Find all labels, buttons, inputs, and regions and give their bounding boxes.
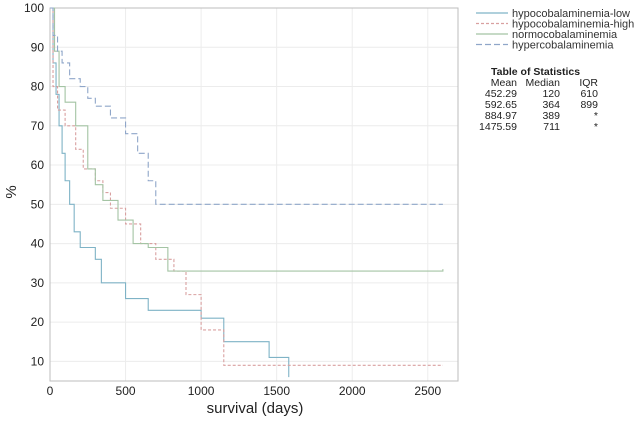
stats-cell: 711 bbox=[543, 121, 560, 133]
y-tick-label: 90 bbox=[31, 40, 45, 54]
y-tick-label: 70 bbox=[31, 119, 45, 133]
stats-cell: * bbox=[594, 110, 598, 122]
x-tick-label: 0 bbox=[47, 384, 54, 398]
stats-cell: * bbox=[594, 121, 598, 133]
stats-cell: 120 bbox=[542, 88, 560, 100]
stats-cell: 452.29 bbox=[485, 88, 517, 100]
y-tick-label: 10 bbox=[31, 354, 45, 368]
y-axis-ticks: 10 20 30 40 50 60 70 80 90 100 bbox=[24, 1, 44, 368]
stats-cell: 610 bbox=[580, 88, 598, 100]
legend-label: hypocobalaminemia-low bbox=[512, 8, 630, 20]
x-axis-ticks: 0 500 1000 1500 2000 2500 bbox=[47, 384, 442, 398]
x-axis-label: survival (days) bbox=[207, 400, 304, 417]
stats-header: IQR bbox=[579, 77, 598, 89]
plot-frame bbox=[49, 7, 459, 382]
x-tick-label: 2500 bbox=[414, 384, 441, 398]
stats-cell: 884.97 bbox=[485, 110, 517, 122]
stats-cell: 364 bbox=[542, 99, 560, 111]
y-tick-label: 40 bbox=[31, 237, 45, 251]
x-tick-label: 1000 bbox=[188, 384, 215, 398]
stats-header: Mean bbox=[491, 77, 517, 89]
stats-cell: 1475.59 bbox=[479, 121, 517, 133]
y-tick-label: 30 bbox=[31, 276, 45, 290]
legend-label: hypocobalaminemia-high bbox=[512, 19, 634, 31]
x-tick-label: 1500 bbox=[263, 384, 290, 398]
legend-label: hypercobalaminemia bbox=[512, 40, 614, 52]
stats-title: Table of Statistics bbox=[491, 66, 580, 78]
x-tick-label: 2000 bbox=[339, 384, 366, 398]
series-line-hypocobalaminemia-low bbox=[50, 7, 290, 378]
stats-cell: 899 bbox=[580, 99, 598, 111]
legend-label: normocobalaminemia bbox=[512, 29, 618, 41]
legend: hypocobalaminemia-lowhypocobalaminemia-h… bbox=[476, 8, 634, 52]
y-tick-label: 80 bbox=[31, 80, 45, 94]
y-tick-label: 20 bbox=[31, 315, 45, 329]
series-line-normocobalaminemia bbox=[50, 7, 444, 272]
stats-header: Median bbox=[526, 77, 561, 89]
series-layer bbox=[50, 7, 444, 378]
series-line-hypocobalaminemia-high bbox=[50, 7, 443, 366]
y-tick-label: 100 bbox=[24, 1, 44, 15]
stats-table: Table of Statistics Mean Median IQR 452.29 1… bbox=[479, 66, 598, 133]
y-tick-label: 50 bbox=[31, 197, 45, 211]
y-axis-label: % bbox=[3, 185, 20, 198]
grid bbox=[49, 7, 458, 381]
stats-cell: 592.65 bbox=[485, 99, 517, 111]
stats-cell: 389 bbox=[542, 110, 560, 122]
x-tick-label: 500 bbox=[116, 384, 136, 398]
y-tick-label: 60 bbox=[31, 158, 45, 172]
series-line-hypercobalaminemia bbox=[50, 7, 443, 205]
